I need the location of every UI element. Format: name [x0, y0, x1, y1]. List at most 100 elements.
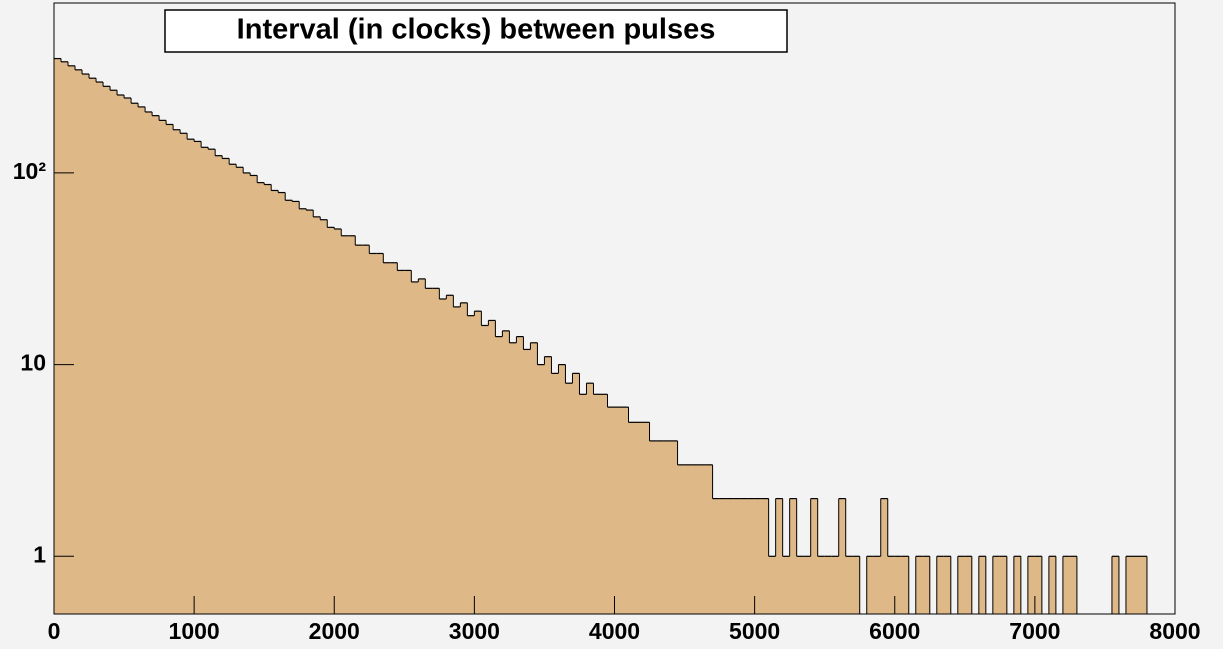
bar — [628, 422, 636, 614]
x-tick-label: 1000 — [169, 618, 220, 644]
x-tick-label: 5000 — [729, 618, 780, 644]
bar — [1013, 556, 1022, 614]
bar — [894, 556, 903, 614]
bar — [257, 182, 265, 614]
bar — [600, 394, 608, 614]
bar — [208, 149, 216, 614]
bar — [236, 167, 244, 615]
bar — [593, 394, 601, 614]
bar — [810, 498, 818, 614]
bar — [222, 158, 230, 614]
chart-title: Interval (in clocks) between pulses — [237, 14, 716, 46]
bar — [712, 498, 720, 614]
bar — [635, 422, 643, 614]
y-tick-label: 1 — [33, 541, 46, 567]
bar — [89, 78, 97, 615]
bar — [320, 219, 328, 614]
bar — [586, 383, 594, 614]
bar — [747, 498, 755, 614]
bar — [124, 97, 132, 614]
bar — [313, 216, 321, 614]
bar — [341, 235, 349, 614]
title-box — [164, 9, 788, 53]
bar — [117, 94, 125, 615]
bar — [96, 82, 104, 614]
bar — [474, 311, 482, 614]
bar — [264, 184, 272, 614]
bar — [789, 498, 797, 614]
bar — [285, 200, 293, 614]
bar — [607, 407, 615, 614]
bar — [992, 556, 1001, 614]
bar — [684, 464, 692, 614]
bar — [250, 175, 258, 615]
bar — [936, 556, 945, 614]
bar — [453, 306, 461, 614]
bar — [733, 498, 741, 614]
bar — [642, 422, 650, 614]
bar — [306, 210, 314, 614]
bar — [691, 464, 699, 614]
bar — [845, 556, 854, 614]
bar — [915, 556, 924, 614]
bar — [579, 394, 587, 614]
bar — [698, 464, 706, 614]
bar — [551, 373, 559, 614]
bar — [999, 556, 1008, 614]
bar — [194, 141, 202, 614]
x-tick-label: 6000 — [869, 618, 920, 644]
bar — [1027, 556, 1036, 614]
bar — [775, 498, 783, 614]
bar — [355, 245, 363, 614]
bar — [1111, 556, 1120, 614]
bar — [131, 103, 139, 614]
bar — [180, 133, 188, 615]
bar — [887, 556, 896, 614]
bar — [299, 208, 307, 615]
bar — [1139, 556, 1148, 614]
bar — [383, 262, 391, 614]
bar — [159, 120, 167, 614]
bar — [663, 440, 671, 614]
bar — [278, 192, 286, 614]
bar — [621, 407, 629, 614]
bar — [523, 349, 531, 614]
x-tick-label: 3000 — [449, 618, 500, 644]
bar — [145, 111, 153, 615]
bar — [215, 155, 223, 614]
bar — [348, 235, 356, 614]
bar — [719, 498, 727, 614]
bar — [656, 440, 664, 614]
bar — [1062, 556, 1071, 614]
bar — [1069, 556, 1078, 614]
bar — [439, 298, 447, 614]
x-tick-label: 7000 — [1009, 618, 1060, 644]
bar — [292, 201, 300, 615]
x-tick-label: 0 — [48, 618, 61, 644]
bar — [397, 270, 405, 614]
bar — [873, 556, 882, 614]
bar — [1132, 556, 1141, 614]
bar — [880, 498, 889, 614]
bar — [1048, 556, 1057, 614]
bar — [537, 364, 545, 614]
bar — [803, 556, 811, 614]
bar — [740, 498, 748, 614]
bar — [964, 556, 973, 614]
bar — [425, 288, 433, 614]
bar — [54, 58, 62, 615]
bar — [572, 373, 580, 614]
bar — [376, 253, 384, 614]
bar — [390, 262, 398, 614]
x-tick-label: 2000 — [309, 618, 360, 644]
bar — [173, 129, 181, 614]
bar — [831, 556, 839, 614]
bar — [82, 74, 90, 615]
bar — [467, 315, 475, 614]
bar — [271, 190, 279, 614]
bar — [187, 139, 195, 614]
bar — [565, 383, 573, 614]
bar — [866, 556, 875, 614]
bar — [334, 228, 342, 614]
